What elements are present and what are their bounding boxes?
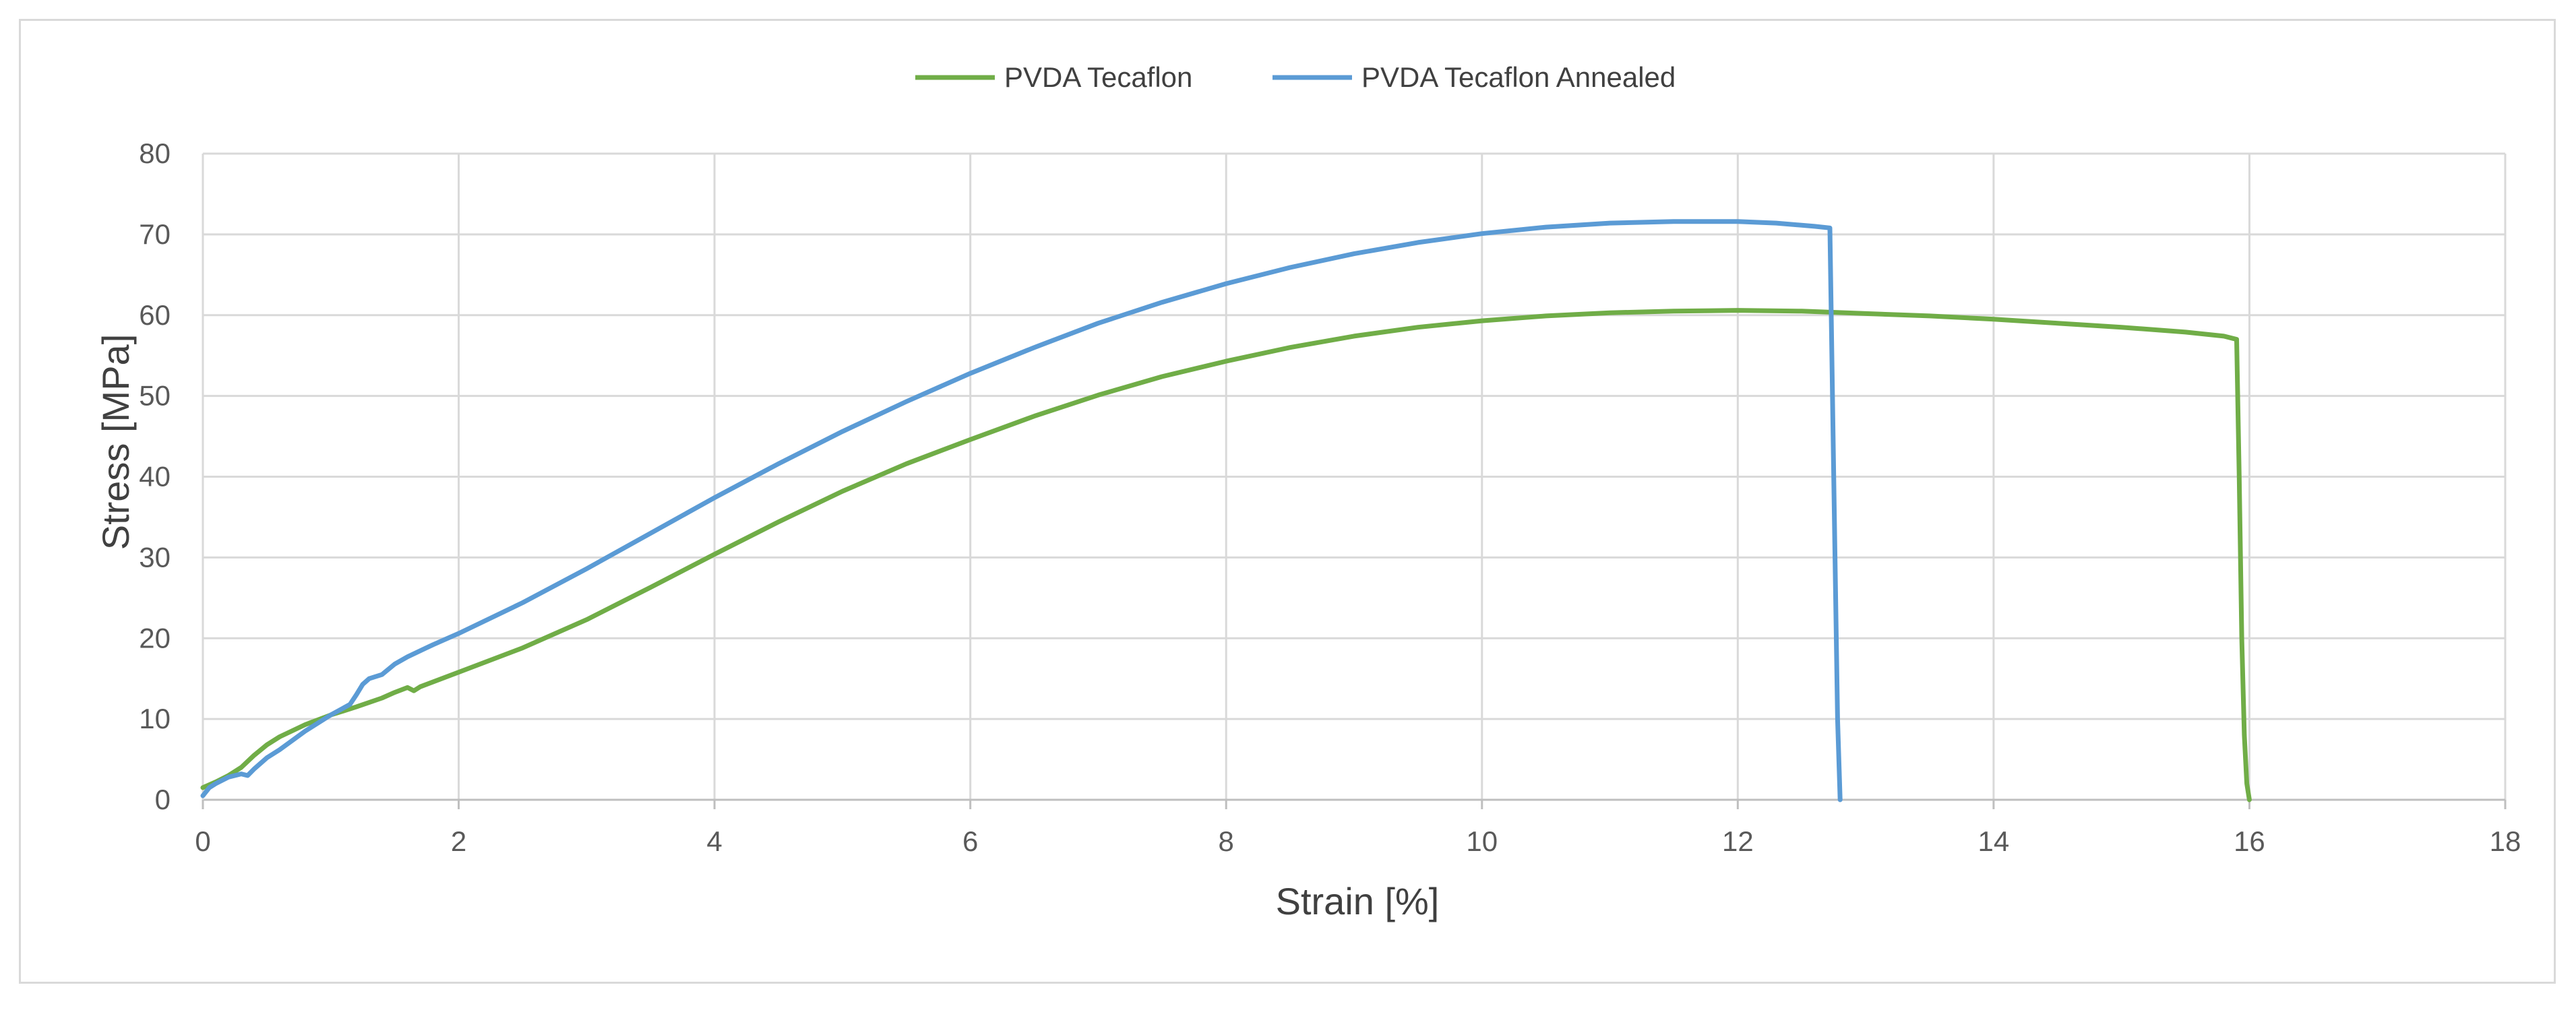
legend-label-1: PVDA Tecaflon (1004, 61, 1192, 93)
y-tick-label: 60 (139, 299, 171, 331)
x-tick-label: 8 (1219, 825, 1234, 857)
legend-label-2: PVDA Tecaflon Annealed (1361, 61, 1676, 93)
legend: PVDA Tecaflon PVDA Tecaflon Annealed (915, 61, 1676, 93)
y-tick-label: 30 (139, 541, 171, 573)
y-tick-label: 80 (139, 137, 171, 169)
x-tick-label: 0 (195, 825, 210, 857)
y-tick-label: 0 (155, 784, 171, 815)
series-line-2 (200, 219, 1843, 802)
x-tick-label: 10 (1466, 825, 1498, 857)
x-axis-title: Strain [%] (1276, 880, 1440, 922)
gridlines (203, 152, 2507, 800)
y-tick-label: 70 (139, 218, 171, 250)
y-tick-label: 40 (139, 461, 171, 493)
x-tick-label: 6 (962, 825, 978, 857)
x-tick-label: 4 (706, 825, 722, 857)
y-tick-label: 50 (139, 380, 171, 412)
x-tick-label: 12 (1722, 825, 1754, 857)
y-tick-label: 10 (139, 703, 171, 734)
chart-area: 0 10 20 30 40 50 60 70 80 0 2 4 6 8 10 12 14 16 18 PVDA Te… (19, 19, 2556, 984)
axis-titles: Strain [%] Stress [MPa] (94, 334, 1439, 922)
x-tick-label: 18 (2490, 825, 2521, 857)
x-tick-label: 2 (451, 825, 466, 857)
y-tick-label: 20 (139, 622, 171, 654)
series-layer (200, 219, 2252, 802)
x-tick-label: 16 (2234, 825, 2265, 857)
y-axis-title: Stress [MPa] (94, 334, 137, 550)
stress-strain-chart: 0 10 20 30 40 50 60 70 80 0 2 4 6 8 10 12 14 16 18 PVDA Te… (94, 61, 2521, 922)
axes: 0 10 20 30 40 50 60 70 80 0 2 4 6 8 10 12 14 16 18 (139, 137, 2521, 857)
x-tick-label: 14 (1978, 825, 2010, 857)
